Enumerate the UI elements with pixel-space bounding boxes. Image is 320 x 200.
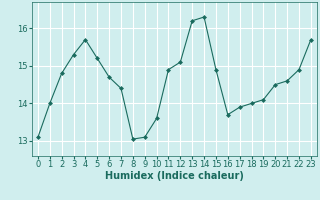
X-axis label: Humidex (Indice chaleur): Humidex (Indice chaleur) — [105, 171, 244, 181]
